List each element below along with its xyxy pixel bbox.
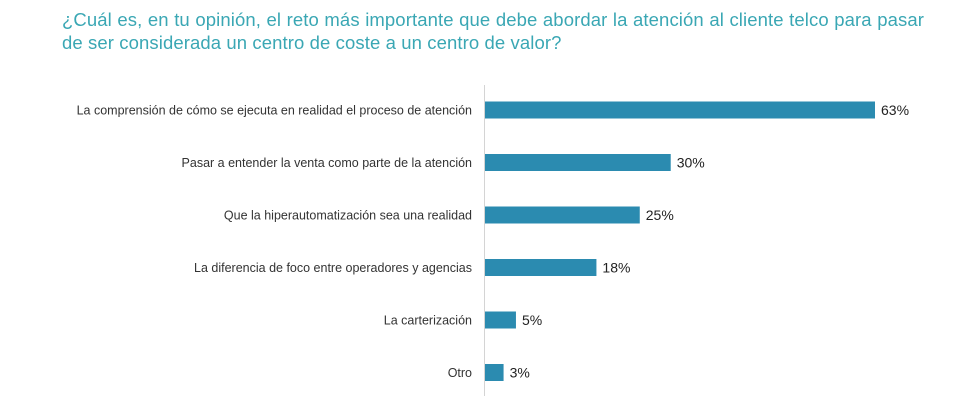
bar [485,259,597,276]
category-label: La diferencia de foco entre operadores y… [194,261,472,275]
value-label: 5% [522,312,542,328]
bars-group: La comprensión de cómo se ejecuta en rea… [77,101,909,381]
value-label: 63% [881,102,909,118]
bar [485,364,504,381]
category-label: Pasar a entender la venta como parte de … [182,156,473,170]
category-label: La carterización [384,314,472,328]
chart-title: ¿Cuál es, en tu opinión, el reto más imp… [62,9,924,53]
category-label: Que la hiperautomatización sea una reali… [224,209,472,223]
bar [485,154,671,171]
bar [485,311,516,329]
value-label: 3% [510,365,530,381]
bar [485,101,875,119]
category-label: Otro [448,366,472,380]
bar [485,206,640,224]
category-label: La comprensión de cómo se ejecuta en rea… [77,104,472,118]
value-label: 25% [646,207,674,223]
value-label: 18% [602,260,630,276]
value-label: 30% [677,155,705,171]
